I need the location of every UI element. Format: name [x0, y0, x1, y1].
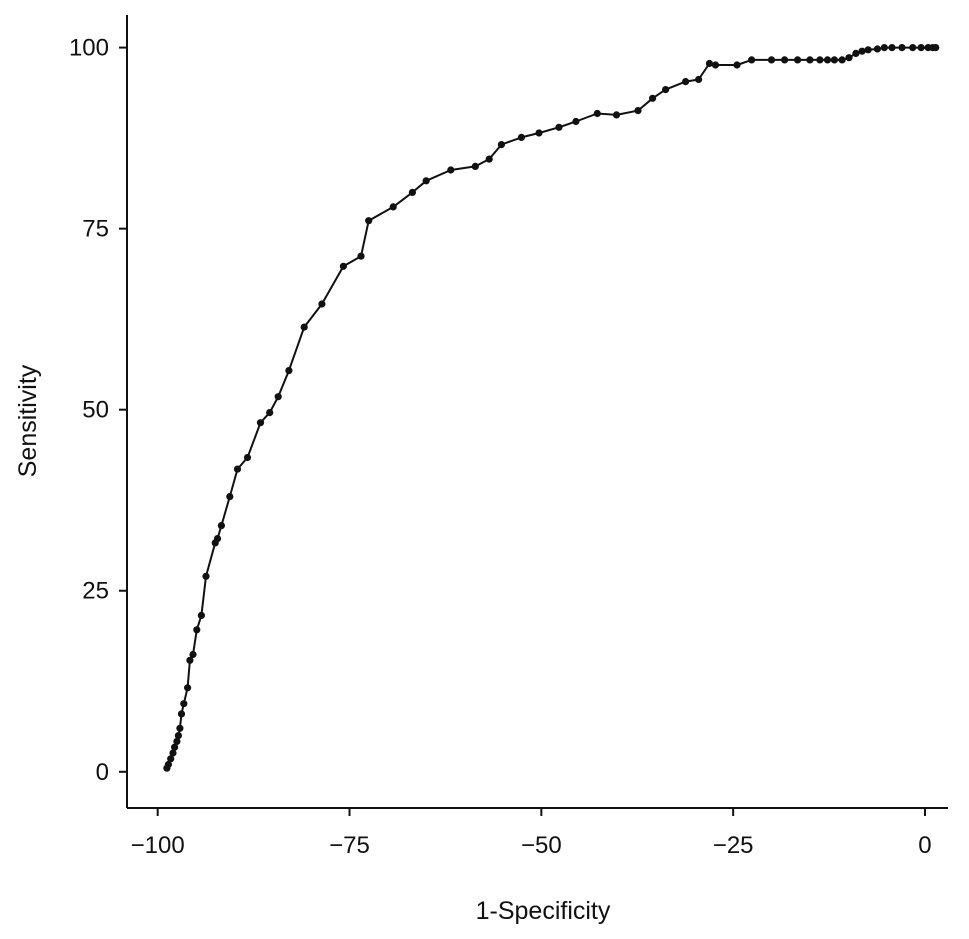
roc-point — [917, 44, 925, 52]
roc-point — [365, 217, 373, 225]
roc-point — [197, 611, 205, 620]
roc-point — [266, 409, 274, 417]
roc-point — [711, 61, 720, 69]
roc-point — [880, 44, 888, 52]
roc-point — [767, 56, 776, 64]
roc-point — [748, 56, 756, 64]
roc-point — [164, 760, 172, 769]
x-tick-label: 0 — [918, 832, 931, 859]
roc-point — [517, 133, 526, 141]
roc-point — [213, 535, 222, 543]
roc-point — [497, 141, 505, 149]
roc-point — [932, 44, 940, 52]
y-tick-label: 75 — [82, 216, 109, 243]
roc-point — [233, 465, 242, 473]
roc-point — [593, 109, 601, 118]
roc-point — [389, 203, 397, 211]
roc-point — [682, 78, 690, 86]
y-tick-label: 0 — [96, 759, 109, 786]
roc-point — [186, 656, 194, 664]
roc-point — [174, 732, 182, 740]
roc-point — [167, 755, 175, 763]
roc-point — [898, 44, 906, 52]
roc-point — [572, 117, 580, 126]
roc-point — [535, 129, 543, 137]
roc-point — [408, 188, 416, 196]
roc-curve-points — [163, 44, 940, 772]
y-tick-label: 25 — [82, 578, 109, 605]
roc-point — [858, 47, 866, 55]
roc-point — [217, 522, 225, 530]
y-tick-label: 100 — [69, 35, 109, 62]
y-axis-ticks: 0 25 50 75 100 — [69, 35, 127, 786]
roc-point — [184, 684, 192, 692]
roc-point — [816, 56, 824, 64]
roc-point — [733, 61, 741, 69]
roc-point — [189, 650, 197, 659]
roc-point — [471, 162, 479, 170]
x-axis-title: 1-Specificity — [476, 897, 611, 925]
roc-point — [169, 749, 177, 757]
x-axis-ticks: −100 −75 −50 −25 0 — [131, 808, 932, 859]
roc-point — [447, 166, 455, 174]
roc-point — [794, 56, 802, 64]
roc-point — [873, 45, 882, 53]
roc-point — [806, 56, 814, 64]
roc-point — [649, 94, 657, 102]
y-tick-label: 50 — [82, 397, 109, 424]
x-tick-label: −75 — [329, 832, 370, 859]
roc-point — [357, 252, 365, 260]
roc-point — [177, 710, 186, 718]
roc-point — [422, 177, 430, 185]
roc-point — [274, 393, 282, 401]
roc-point — [705, 59, 714, 68]
roc-point — [176, 724, 184, 732]
y-axis-title: Sensitivity — [14, 364, 42, 477]
roc-point — [180, 700, 188, 708]
x-tick-label: −100 — [131, 832, 185, 859]
roc-point — [173, 737, 181, 746]
roc-point — [256, 419, 265, 427]
roc-point — [171, 743, 179, 751]
roc-point — [852, 49, 860, 58]
roc-point — [888, 44, 896, 52]
x-tick-label: −25 — [713, 832, 754, 859]
roc-point — [555, 123, 563, 131]
plot-area: −100 −75 −50 −25 0 0 25 50 75 100 — [69, 15, 948, 859]
roc-point — [864, 46, 872, 54]
roc-point — [830, 56, 839, 64]
roc-point — [612, 111, 621, 119]
roc-point — [781, 56, 789, 64]
roc-point — [823, 56, 832, 64]
roc-point — [300, 323, 308, 331]
roc-curve-line — [165, 46, 936, 769]
roc-point — [339, 262, 347, 270]
roc-point — [318, 300, 326, 308]
roc-point — [193, 626, 201, 634]
roc-point — [634, 107, 642, 115]
roc-point — [485, 155, 493, 163]
roc-point — [243, 453, 252, 462]
x-tick-label: −50 — [521, 832, 562, 859]
roc-point — [909, 44, 917, 52]
roc-point — [285, 367, 293, 375]
roc-point — [838, 56, 846, 64]
roc-point — [202, 572, 210, 580]
roc-point — [695, 75, 703, 84]
roc-point — [845, 54, 853, 62]
roc-point — [662, 86, 670, 94]
roc-point — [226, 493, 234, 501]
